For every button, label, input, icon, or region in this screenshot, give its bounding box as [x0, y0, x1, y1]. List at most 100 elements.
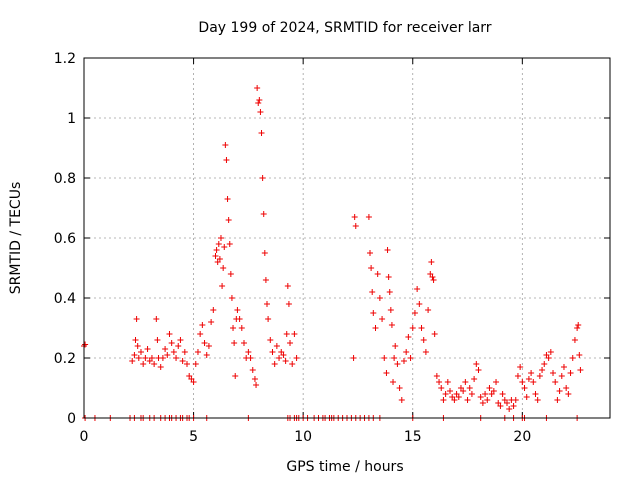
data-point	[293, 355, 300, 361]
data-point	[230, 325, 237, 331]
data-point	[168, 340, 175, 346]
data-point	[392, 343, 399, 349]
data-point	[265, 316, 272, 322]
data-point	[253, 382, 260, 388]
data-point	[442, 391, 449, 397]
data-point	[536, 373, 543, 379]
data-point	[287, 340, 294, 346]
data-point	[510, 403, 517, 409]
data-point	[82, 341, 89, 348]
data-point	[383, 370, 390, 376]
data-point	[486, 385, 493, 391]
data-point	[222, 142, 229, 148]
x-tick-label: 15	[404, 429, 422, 445]
data-point	[213, 247, 220, 253]
data-point	[438, 385, 445, 391]
data-point	[153, 316, 160, 322]
data-point	[223, 157, 230, 163]
data-point	[530, 379, 537, 385]
data-point	[154, 337, 161, 343]
data-point	[264, 301, 271, 307]
data-point	[468, 391, 475, 397]
data-point	[387, 307, 394, 313]
data-point	[205, 343, 212, 349]
data-point	[571, 337, 578, 343]
data-point	[159, 355, 166, 361]
data-point	[411, 310, 418, 316]
data-point	[512, 397, 519, 403]
data-point	[135, 355, 142, 361]
data-point	[416, 301, 423, 307]
data-point	[151, 361, 158, 367]
data-point	[567, 370, 574, 376]
data-point	[386, 289, 393, 295]
data-point	[503, 400, 510, 406]
data-point	[482, 391, 489, 397]
data-point	[569, 355, 576, 361]
data-point	[369, 289, 376, 295]
data-point	[148, 355, 155, 361]
data-point	[384, 247, 391, 253]
data-point	[238, 325, 245, 331]
data-point	[203, 352, 210, 358]
data-point	[234, 307, 241, 313]
y-tick-label: 1	[67, 111, 76, 127]
data-point	[414, 286, 421, 292]
data-point	[436, 379, 443, 385]
data-point	[525, 376, 532, 382]
data-point	[291, 331, 298, 337]
data-point	[407, 355, 414, 361]
y-tick-label: 0.6	[54, 231, 76, 247]
data-point	[460, 388, 467, 394]
data-point	[247, 355, 254, 361]
data-point	[431, 331, 438, 337]
data-point	[352, 223, 359, 229]
data-point	[477, 394, 484, 400]
data-point	[267, 337, 274, 343]
data-point	[190, 379, 197, 385]
data-point	[398, 397, 405, 403]
data-point	[166, 331, 173, 337]
data-point	[425, 307, 432, 313]
data-point	[405, 334, 412, 340]
data-point	[455, 394, 462, 400]
data-point	[517, 364, 524, 370]
data-point	[547, 349, 554, 355]
data-point	[220, 265, 227, 271]
data-point	[236, 316, 243, 322]
x-axis-label: GPS time / hours	[286, 459, 403, 475]
data-point	[215, 241, 222, 247]
data-point	[396, 385, 403, 391]
data-point	[532, 391, 539, 397]
data-point	[523, 394, 530, 400]
data-point	[479, 400, 486, 406]
data-point	[216, 256, 223, 262]
data-point	[140, 361, 147, 367]
data-point	[521, 385, 528, 391]
data-point	[261, 250, 268, 256]
data-point	[388, 322, 395, 328]
data-point	[539, 367, 546, 373]
data-point	[184, 361, 191, 367]
data-point	[257, 109, 264, 115]
data-point	[430, 277, 437, 283]
data-point	[447, 388, 454, 394]
data-point	[131, 352, 138, 358]
axis-ticks: 0 5 10 15 20 0 0.2 0.4 0.6 0.8 1 1.2	[54, 51, 610, 445]
data-point	[528, 370, 535, 376]
data-point	[251, 376, 258, 382]
data-point	[372, 325, 379, 331]
data-point	[212, 253, 219, 259]
data-point	[170, 349, 177, 355]
data-point	[129, 358, 136, 364]
data-point	[262, 277, 269, 283]
y-axis-label: SRMTID / TECUs	[8, 182, 24, 295]
data-point	[370, 310, 377, 316]
data-point	[283, 331, 290, 337]
data-point	[240, 340, 247, 346]
data-point	[558, 373, 565, 379]
data-point	[409, 325, 416, 331]
data-point	[418, 325, 425, 331]
data-point	[563, 385, 570, 391]
data-point	[574, 325, 581, 331]
